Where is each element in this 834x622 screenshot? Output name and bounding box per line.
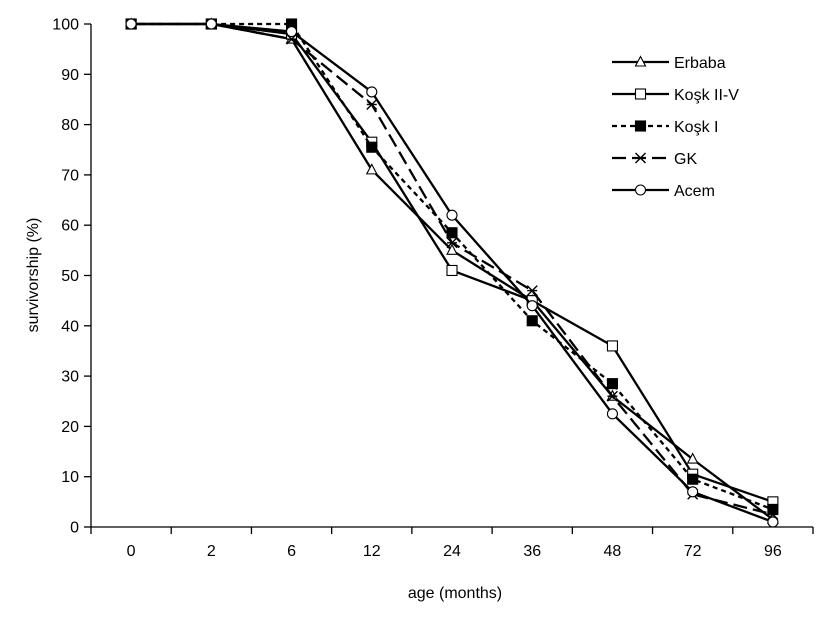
y-tick-label: 10 (61, 469, 79, 486)
circle-marker (606, 408, 618, 420)
series-acem (125, 18, 779, 528)
triangle-marker (634, 55, 647, 67)
x-tick-labels: 0 2 6 12 24 36 48 72 96 (127, 543, 782, 560)
filled-square-marker (366, 141, 378, 153)
legend-item: Erbaba (612, 55, 726, 72)
legend-label: Koşk II-V (674, 87, 739, 104)
legend-label: GK (674, 151, 697, 168)
circle-marker (125, 18, 137, 30)
y-tick-label: 50 (61, 268, 79, 285)
x-tick-label: 96 (764, 543, 782, 560)
x-axis-title: age (months) (408, 585, 502, 602)
circle-marker (366, 86, 378, 98)
legend-item: Koşk I (612, 119, 718, 136)
legend-label: Acem (674, 183, 715, 200)
y-tick-label: 0 (70, 520, 79, 537)
filled-square-marker (526, 315, 538, 327)
square-marker (446, 264, 458, 277)
x-tick-label: 72 (684, 543, 702, 560)
y-tick-label: 100 (52, 17, 79, 34)
x-tick-label: 36 (523, 543, 541, 560)
y-tick-label: 40 (61, 318, 79, 335)
x-tick-label: 48 (604, 543, 622, 560)
circle-marker (767, 516, 779, 528)
triangle-marker (365, 163, 378, 175)
axes (84, 23, 814, 534)
filled-square-marker (446, 227, 458, 239)
y-tick-label: 30 (61, 369, 79, 386)
legend-item: GK (612, 151, 697, 168)
filled-square-marker (687, 473, 699, 485)
series-group (125, 17, 779, 528)
asterisk-marker (526, 285, 538, 297)
x-tick-label: 0 (127, 543, 136, 560)
circle-marker (286, 25, 298, 38)
square-marker (634, 88, 647, 100)
filled-square-marker (767, 503, 779, 515)
y-tick-label: 60 (61, 218, 79, 235)
filled-square-marker (606, 378, 618, 390)
circle-marker (205, 18, 217, 30)
asterisk-marker (446, 237, 458, 249)
legend-item: Acem (612, 183, 715, 200)
circle-marker (526, 300, 538, 312)
y-tick-labels: 0 10 20 30 40 50 60 70 80 90 100 (52, 17, 79, 537)
triangle-marker (686, 452, 699, 464)
asterisk-marker (606, 390, 618, 402)
legend-label: Koşk I (674, 119, 718, 136)
y-tick-label: 20 (61, 419, 79, 436)
circle-marker (687, 486, 699, 498)
asterisk-marker (635, 152, 646, 164)
filled-square-marker (634, 120, 647, 132)
x-tick-label: 2 (207, 543, 216, 560)
y-tick-label: 90 (61, 67, 79, 84)
x-tick-label: 24 (443, 543, 461, 560)
legend-item: Koşk II-V (612, 87, 739, 104)
y-tick-label: 80 (61, 117, 79, 134)
x-tick-label: 6 (287, 543, 296, 560)
y-tick-label: 70 (61, 167, 79, 184)
legend: Erbaba Koşk II-V Koşk I GK Acem (612, 55, 739, 200)
triangle-marker (446, 243, 458, 255)
x-tick-label: 12 (363, 543, 381, 560)
square-marker (606, 340, 618, 352)
circle-marker (634, 184, 647, 196)
y-axis-title: survivorship (%) (25, 218, 42, 333)
circle-marker (446, 209, 458, 221)
asterisk-marker (366, 98, 378, 110)
legend-label: Erbaba (674, 55, 726, 72)
